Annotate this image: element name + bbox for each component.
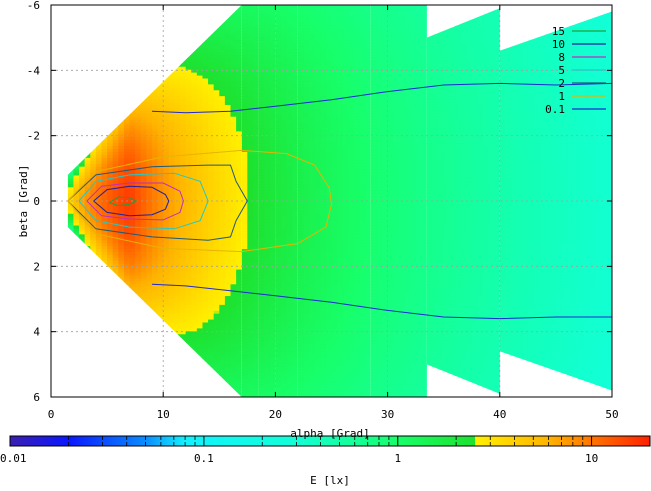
field-sector (332, 5, 372, 400)
colorbar-tick-label: 0.1 (194, 452, 214, 465)
legend-label: 8 (558, 51, 565, 64)
field-sector (242, 5, 259, 400)
y-tick-label: 6 (33, 391, 40, 404)
legend-label: 15 (552, 25, 565, 38)
y-tick-label: 4 (33, 326, 40, 339)
x-tick-label: 20 (269, 408, 282, 421)
field-sector (427, 5, 501, 400)
y-tick-label: -2 (27, 130, 40, 143)
x-tick-label: 50 (605, 408, 618, 421)
legend-label: 1 (558, 90, 565, 103)
x-axis-label: alpha [Grad] (290, 427, 369, 440)
field-sector (500, 5, 613, 400)
colorbar-tick-label: 1 (394, 452, 401, 465)
y-tick-label: 2 (33, 260, 40, 273)
x-tick-label: 40 (493, 408, 506, 421)
legend-label: 10 (552, 38, 565, 51)
y-axis-label: beta [Grad] (17, 165, 30, 238)
field-sector (298, 5, 332, 400)
legend-label: 0.1 (545, 103, 565, 116)
y-tick-label: 0 (33, 195, 40, 208)
legend-label: 2 (558, 77, 565, 90)
y-tick-label: -4 (27, 64, 41, 77)
x-tick-label: 30 (381, 408, 394, 421)
y-tick-label: -6 (27, 0, 40, 12)
field-sector (371, 5, 428, 400)
legend-label: 5 (558, 64, 565, 77)
colorbar-tick-label: 10 (585, 452, 598, 465)
colorbar-label: E [lx] (310, 474, 350, 486)
field-sector (259, 5, 276, 400)
colorbar-tick-label: 0.01 (0, 452, 27, 465)
x-tick-label: 10 (157, 408, 170, 421)
field-sector (275, 5, 298, 400)
x-tick-label: 0 (48, 408, 55, 421)
